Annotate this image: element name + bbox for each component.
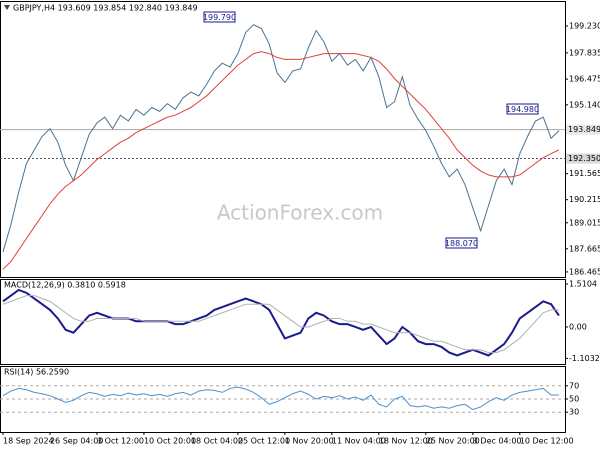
y-tick-label: 189.015 <box>569 218 600 227</box>
indicator-line <box>2 51 560 270</box>
annotation: 188.070 <box>445 239 478 248</box>
rsi-title: RSI(14) 56.2590 <box>4 368 69 377</box>
macd-title: MACD(12,26,9) 0.3810 0.5918 <box>4 281 126 290</box>
y-tick-label: 30 <box>569 408 579 417</box>
y-tick-label: 191.565 <box>569 169 600 178</box>
panel-frame <box>0 279 566 365</box>
indicator-line <box>2 386 559 411</box>
y-tick-label: 197.835 <box>569 48 600 57</box>
annotation: 194.980 <box>506 105 539 114</box>
y-tick-label: 1.5104 <box>569 279 597 288</box>
symbol-icon <box>4 5 10 10</box>
y-tick-label: 0.00 <box>569 322 587 331</box>
chart-title: GBPJPY,H4 193.609 193.854 192.840 193.84… <box>13 4 198 13</box>
x-tick-label: 25 Nov 20:00 <box>426 437 480 446</box>
x-tick-label: 25 Oct 12:00 <box>238 437 290 446</box>
price-line-series <box>2 24 560 253</box>
x-tick-label: 11 Nov 04:00 <box>332 437 386 446</box>
annotation-box <box>445 237 478 249</box>
y-tick-label: 196.475 <box>569 75 600 84</box>
y-tick-label: -1.1032 <box>569 354 600 363</box>
y-tick-label: 70 <box>569 381 579 390</box>
x-tick-label: 3 Oct 12:00 <box>97 437 144 446</box>
y-tick-label: 186.465 <box>569 267 600 276</box>
watermark: ActionForex.com <box>217 201 383 225</box>
indicator-line <box>2 288 560 357</box>
annotation: 199.790 <box>203 13 236 22</box>
y-tick-label: 195.140 <box>569 100 600 109</box>
y-tick-label: 190.215 <box>569 195 600 204</box>
y-tick-label: 187.665 <box>569 244 600 253</box>
x-tick-label: 1 Nov 20:00 <box>285 437 334 446</box>
y-tick-label: 199.230 <box>569 22 600 31</box>
x-tick-label: 18 Nov 12:00 <box>379 437 433 446</box>
annotation-box <box>506 103 539 115</box>
x-tick-label: 10 Oct 20:00 <box>144 437 196 446</box>
price-label-box <box>566 153 600 164</box>
price-label: 193.849 <box>568 125 600 134</box>
annotation-box <box>203 11 236 23</box>
x-tick-label: 10 Dec 12:00 <box>520 437 574 446</box>
x-tick-label: 18 Oct 04:00 <box>191 437 243 446</box>
price-label-box <box>566 124 600 135</box>
x-tick-label: 26 Sep 04:00 <box>50 437 103 446</box>
indicator-line <box>2 295 559 354</box>
x-tick-label: 18 Sep 2024 <box>3 437 54 446</box>
price-label: 192.350 <box>568 154 600 163</box>
y-tick-label: 50 <box>569 395 579 404</box>
panel-frame <box>0 1 566 278</box>
x-tick-label: 3 Dec 04:00 <box>473 437 522 446</box>
